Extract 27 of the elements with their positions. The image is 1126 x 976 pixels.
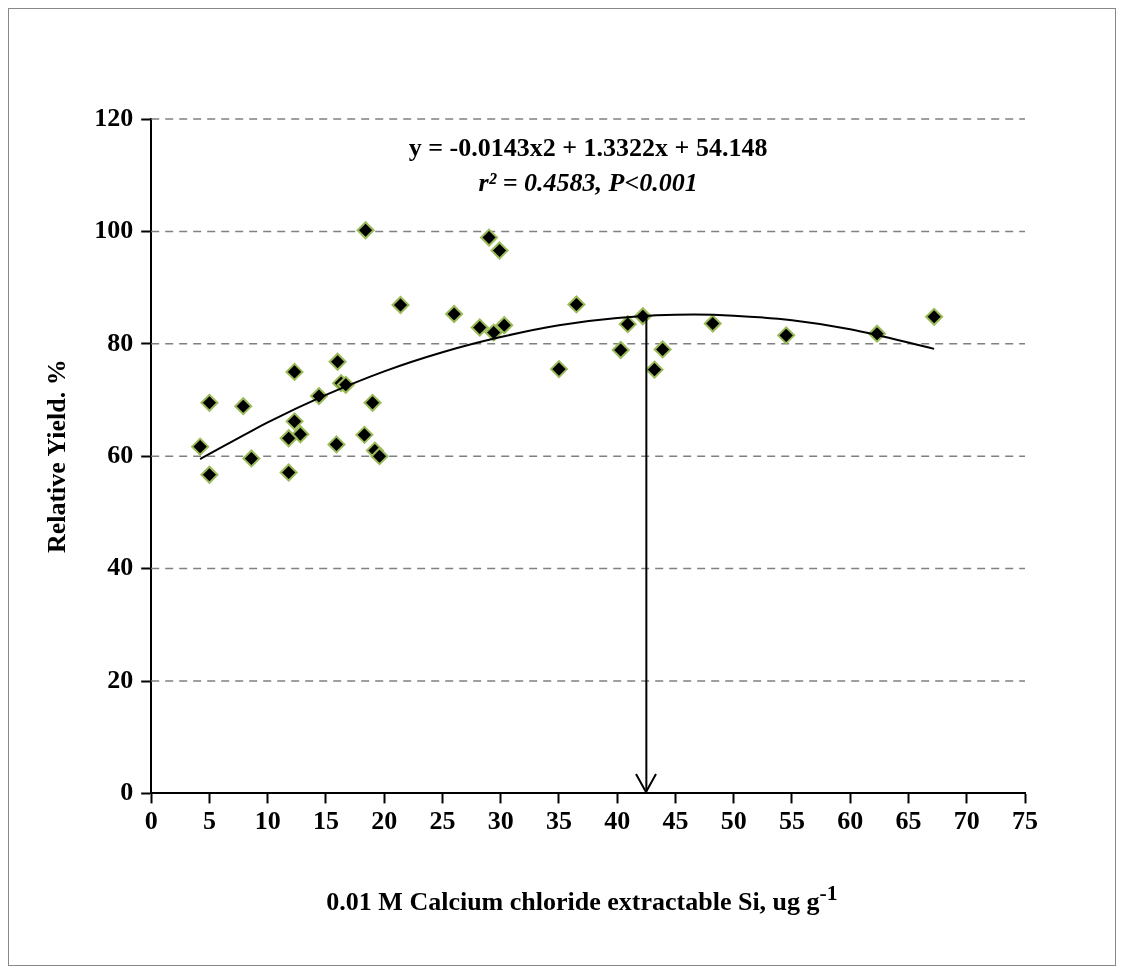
y-axis-title: Relative Yield. % [42, 359, 72, 554]
x-tick-label: 5 [202, 805, 216, 835]
x-tick-label: 65 [895, 805, 922, 835]
annotation: y = -0.0143x2 + 1.3322x + 54.148 [408, 132, 768, 162]
y-tick-label: 60 [107, 439, 134, 469]
x-axis-title: 0.01 M Calcium chloride extractable Si, ug g$^{-1}$ [325, 881, 839, 917]
x-tick-label: 15 [312, 805, 339, 835]
x-tick-label: 25 [429, 805, 456, 835]
x-tick-label: 75 [1012, 805, 1038, 835]
x-tick-label: 30 [487, 805, 514, 835]
x-tick-label: 0 [144, 805, 158, 835]
x-tick-label: 10 [254, 805, 281, 835]
y-tick-label: 0 [120, 777, 134, 807]
x-tick-label: 50 [720, 805, 747, 835]
y-tick-label: 40 [107, 552, 134, 582]
y-tick-label: 100 [94, 215, 134, 245]
x-tick-label: 55 [778, 805, 805, 835]
x-tick-label: 35 [545, 805, 572, 835]
y-tick-label: 120 [94, 102, 134, 132]
x-tick-label: 70 [953, 805, 980, 835]
annotation: r² = 0.4583, P<0.001 [478, 167, 698, 197]
x-tick-label: 40 [604, 805, 631, 835]
y-tick-label: 80 [107, 327, 134, 357]
y-tick-label: 20 [107, 664, 134, 694]
x-tick-label: 45 [662, 805, 689, 835]
x-tick-label: 20 [371, 805, 398, 835]
x-tick-label: 60 [837, 805, 864, 835]
